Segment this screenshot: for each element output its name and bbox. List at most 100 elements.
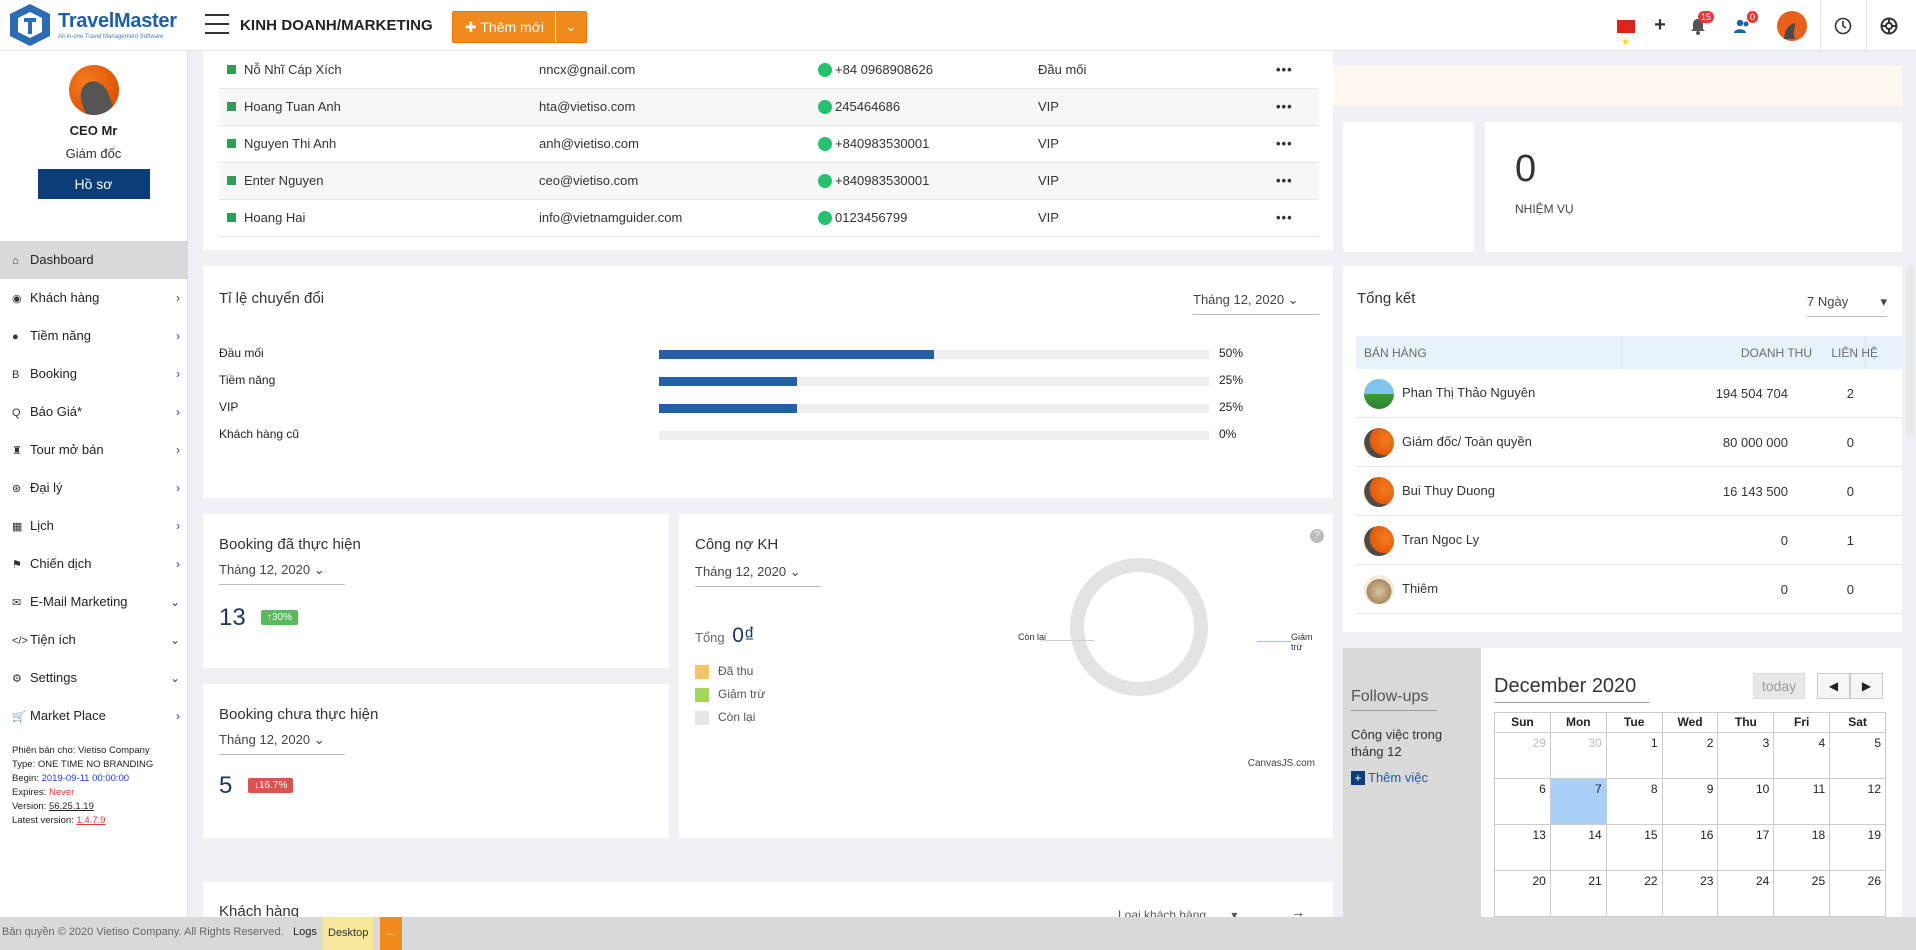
whatsapp-icon[interactable] [818, 210, 832, 225]
quick-add-icon[interactable]: + [1654, 14, 1666, 36]
calendar-day[interactable]: 10 [1718, 779, 1775, 825]
customer-name[interactable]: Hoang Tuan Anh [244, 99, 341, 114]
calendar-day[interactable]: 17 [1718, 825, 1775, 871]
sidebar-item--i-l-[interactable]: ⊛ Đại lý › [0, 469, 188, 507]
customer-name[interactable]: Enter Nguyen [244, 173, 324, 188]
menu-toggle-icon[interactable] [205, 14, 229, 36]
sidebar-item-dashboard[interactable]: ⌂ Dashboard [0, 241, 188, 279]
lifebuoy-icon[interactable] [1866, 0, 1910, 51]
today-button[interactable]: today [1753, 673, 1805, 699]
calendar-day[interactable]: 14 [1550, 825, 1607, 871]
calendar-day[interactable]: 26 [1830, 871, 1887, 917]
calendar-day[interactable]: 1 [1606, 733, 1663, 779]
profile-button[interactable]: Hồ sơ [37, 169, 150, 199]
table-row[interactable]: Hoang Tuan Anh hta@vietiso.com 245464686 VI… [219, 89, 1319, 126]
calendar-day[interactable]: 7 [1550, 779, 1607, 825]
calendar-day[interactable]: 22 [1606, 871, 1663, 917]
chart-credit[interactable]: CanvasJS.com [1247, 758, 1315, 769]
calendar-day[interactable]: 4 [1774, 733, 1831, 779]
next-month-icon[interactable]: ▶ [1850, 673, 1883, 699]
arrow-right-icon[interactable]: → [1291, 904, 1305, 917]
summary-scrollbar[interactable] [1906, 266, 1914, 436]
help-icon[interactable]: ? [1310, 529, 1324, 543]
booking-done-period-select[interactable]: Tháng 12, 2020 ⌄ [219, 562, 345, 585]
calendar-day[interactable]: 16 [1662, 825, 1719, 871]
conversion-period-select[interactable]: Tháng 12, 2020 ⌄ [1193, 292, 1319, 315]
summary-row[interactable]: Tran Ngoc Ly 0 1 [1356, 516, 1902, 565]
sidebar-item-b-o-gi-[interactable]: Q Báo Giá* › [0, 393, 188, 431]
summary-period-select[interactable]: 7 Ngày ▾ [1807, 294, 1887, 317]
users-icon[interactable]: 0 [1720, 0, 1764, 51]
whatsapp-icon[interactable] [818, 136, 832, 151]
logs-link[interactable]: Logs [293, 926, 317, 938]
sidebar-item-chi-n-d-ch[interactable]: ⚑ Chiến dịch › [0, 545, 188, 583]
summary-row[interactable]: Phan Thị Thảo Nguyên 194 504 704 2 [1356, 369, 1902, 418]
more-actions-icon[interactable]: ••• [1276, 99, 1293, 114]
sidebar-item-market-place[interactable]: 🛒 Market Place › [0, 697, 188, 735]
customer-name[interactable]: Nguyen Thi Anh [244, 136, 337, 151]
calendar-day[interactable]: 30 [1550, 733, 1607, 779]
sidebar-item-e-mail-marketing[interactable]: ✉ E-Mail Marketing ⌄ [0, 583, 188, 621]
whatsapp-icon[interactable] [818, 173, 832, 188]
calendar-day[interactable]: 12 [1830, 779, 1887, 825]
latest-version-link[interactable]: 1.4.7.9 [76, 815, 106, 826]
sidebar-item-ti-m-n-ng[interactable]: ● Tiềm năng › [0, 317, 188, 355]
customer-phone-value: +840983530001 [835, 136, 930, 151]
logo[interactable]: TravelMaster All-in-one Travel Managemen… [8, 2, 188, 48]
version-link[interactable]: 56.25.1.19 [48, 801, 94, 812]
calendar-day[interactable]: 23 [1662, 871, 1719, 917]
sidebar-item-kh-ch-h-ng[interactable]: ◉ Khách hàng › [0, 279, 188, 317]
calendar-day[interactable]: 19 [1830, 825, 1887, 871]
calendar-day[interactable]: 8 [1606, 779, 1663, 825]
calendar-day[interactable]: 24 [1718, 871, 1775, 917]
calendar-day[interactable]: 6 [1495, 779, 1551, 825]
calendar-day[interactable]: 18 [1774, 825, 1831, 871]
calendar-day[interactable]: 3 [1718, 733, 1775, 779]
bell-icon[interactable]: 15 [1676, 0, 1720, 51]
sidebar-item-settings[interactable]: ⚙ Settings ⌄ [0, 659, 188, 697]
more-actions-icon[interactable]: ••• [1276, 210, 1293, 225]
calendar-day[interactable]: 11 [1774, 779, 1831, 825]
calendar-day[interactable]: 13 [1495, 825, 1551, 871]
customer-name[interactable]: Hoang Hai [244, 210, 306, 225]
calendar-day[interactable]: 2 [1662, 733, 1719, 779]
customer-name[interactable]: Nỗ Nhĩ Cáp Xích [244, 62, 342, 77]
more-actions-icon[interactable]: ••• [1276, 62, 1293, 77]
calendar-day[interactable]: 5 [1830, 733, 1887, 779]
calendar-day[interactable]: 20 [1495, 871, 1551, 917]
user-avatar[interactable] [1770, 0, 1814, 51]
calendar-day[interactable]: 15 [1606, 825, 1663, 871]
summary-row[interactable]: Bui Thuy Duong 16 143 500 0 [1356, 467, 1902, 516]
more-actions-icon[interactable]: ••• [1276, 136, 1293, 151]
clock-icon[interactable] [1820, 0, 1864, 51]
customer-type-filter[interactable]: Loại khách hàng ▾ [1118, 908, 1237, 917]
summary-row[interactable]: Thiêm 0 0 [1356, 565, 1902, 614]
calendar-day[interactable]: 25 [1774, 871, 1831, 917]
table-row[interactable]: Hoang Hai info@vietnamguider.com 012345679… [219, 200, 1319, 237]
table-row[interactable]: Enter Nguyen ceo@vietiso.com +840983530001… [219, 163, 1319, 200]
calendar-day[interactable]: 9 [1662, 779, 1719, 825]
sidebar-item-ti-n-ch[interactable]: </> Tiện ích ⌄ [0, 621, 188, 659]
booking-pending-period-select[interactable]: Tháng 12, 2020 ⌄ [219, 732, 345, 755]
debt-period-select[interactable]: Tháng 12, 2020 ⌄ [695, 564, 821, 587]
sidebar-item-tour-m-b-n[interactable]: ♜ Tour mở bán › [0, 431, 188, 469]
whatsapp-icon[interactable] [818, 99, 832, 114]
add-new-dropdown-toggle[interactable]: ⌄ [555, 12, 586, 42]
sidebar-item-label: Tour mở bán [30, 442, 104, 457]
add-task-button[interactable]: + Thêm việc [1351, 770, 1428, 785]
sidebar-item-label: Khách hàng [30, 290, 100, 305]
more-actions-icon[interactable]: ••• [1276, 173, 1293, 188]
desktop-button[interactable]: Desktop [322, 917, 375, 950]
more-button[interactable]: ... [380, 917, 402, 950]
table-row[interactable]: Nỗ Nhĩ Cáp Xích nncx@gnail.com +84 0968908… [219, 52, 1319, 89]
language-flag-icon[interactable] [1604, 0, 1648, 68]
summary-row[interactable]: Giám đốc/ Toàn quyền 80 000 000 0 [1356, 418, 1902, 467]
prev-month-icon[interactable]: ◀ [1817, 673, 1850, 699]
whatsapp-icon[interactable] [818, 62, 832, 77]
sidebar-item-booking[interactable]: B Booking › [0, 355, 188, 393]
table-row[interactable]: Nguyen Thi Anh anh@vietiso.com +8409835300… [219, 126, 1319, 163]
calendar-day[interactable]: 29 [1495, 733, 1551, 779]
add-new-button[interactable]: ✚ Thêm mới ⌄ [452, 11, 587, 43]
calendar-day[interactable]: 21 [1550, 871, 1607, 917]
sidebar-item-l-ch[interactable]: ▦ Lịch › [0, 507, 188, 545]
